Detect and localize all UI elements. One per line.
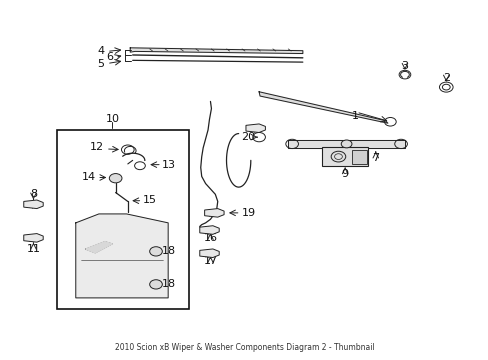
Text: 3: 3 <box>401 61 407 71</box>
Text: 8: 8 <box>30 189 37 199</box>
Text: 10: 10 <box>105 113 119 123</box>
Polygon shape <box>245 124 265 132</box>
Bar <box>351 150 366 163</box>
Bar <box>322 147 368 166</box>
Polygon shape <box>76 214 168 298</box>
Text: 17: 17 <box>203 256 217 266</box>
Text: 15: 15 <box>142 195 156 204</box>
Text: 4: 4 <box>97 46 104 57</box>
Circle shape <box>149 247 162 256</box>
Bar <box>57 130 188 309</box>
Text: 12: 12 <box>90 142 104 152</box>
Polygon shape <box>287 140 404 148</box>
Text: 1: 1 <box>351 111 358 121</box>
Text: 19: 19 <box>242 208 256 218</box>
Text: 2: 2 <box>442 73 449 83</box>
Text: 16: 16 <box>203 233 217 243</box>
Text: 9: 9 <box>341 169 348 179</box>
Circle shape <box>149 280 162 289</box>
Polygon shape <box>24 200 43 208</box>
Polygon shape <box>204 208 224 217</box>
Circle shape <box>109 174 122 183</box>
Polygon shape <box>200 249 219 257</box>
Circle shape <box>341 140 351 148</box>
Text: 11: 11 <box>26 244 41 253</box>
Text: 18: 18 <box>162 279 176 289</box>
Text: 6: 6 <box>105 53 113 63</box>
Text: 14: 14 <box>81 172 96 183</box>
Polygon shape <box>130 48 302 54</box>
Text: 18: 18 <box>162 246 176 256</box>
Text: 2010 Scion xB Wiper & Washer Components Diagram 2 - Thumbnail: 2010 Scion xB Wiper & Washer Components … <box>114 343 374 352</box>
Polygon shape <box>200 226 219 234</box>
Polygon shape <box>85 242 112 253</box>
Polygon shape <box>24 234 43 242</box>
Text: 7: 7 <box>371 153 379 163</box>
Polygon shape <box>259 92 387 123</box>
Text: 5: 5 <box>98 59 104 68</box>
Text: 20: 20 <box>241 132 255 142</box>
Text: 13: 13 <box>162 159 176 170</box>
